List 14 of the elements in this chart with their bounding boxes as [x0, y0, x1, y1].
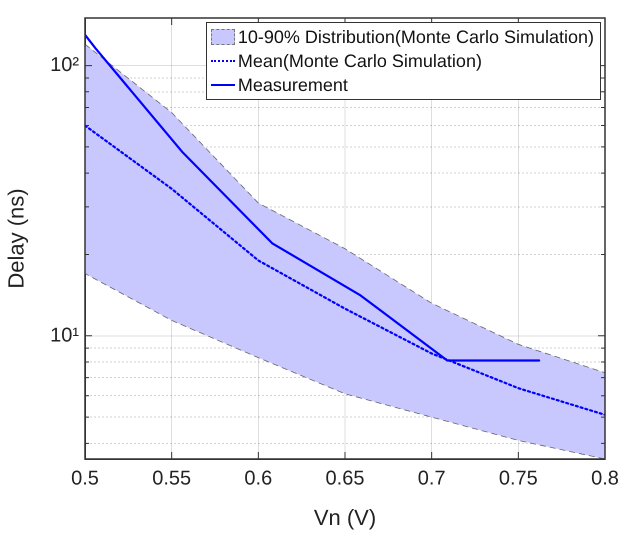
- x-tick-label: 0.5: [71, 468, 99, 490]
- x-tick-label: 0.55: [152, 468, 192, 490]
- x-tick-label: 0.6: [244, 468, 272, 490]
- x-tick-label: 0.75: [498, 468, 538, 490]
- y-axis-title: Delay (ns): [3, 188, 28, 289]
- x-tick-label: 0.7: [418, 468, 446, 490]
- x-tick-label: 0.65: [326, 468, 364, 490]
- x-tick-label: 0.8: [591, 468, 619, 490]
- y-tick-label: 10²: [50, 54, 80, 76]
- legend-label: Mean(Monte Carlo Simulation): [238, 50, 482, 73]
- x-axis-title: Vn (V): [314, 504, 376, 530]
- legend-label: 10-90% Distribution(Monte Carlo Simulation): [238, 26, 594, 49]
- legend-label: Measurement: [238, 74, 348, 97]
- y-tick-label: 10¹: [50, 324, 80, 346]
